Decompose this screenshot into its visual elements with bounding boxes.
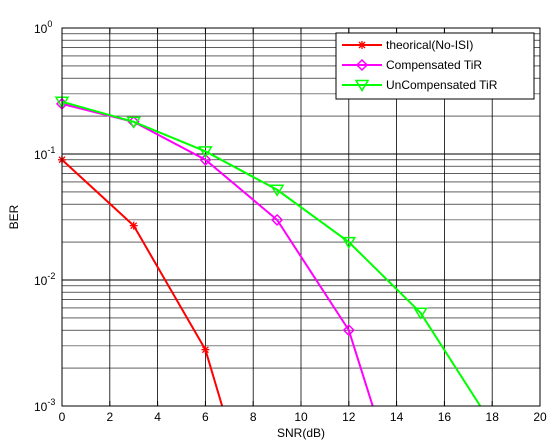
x-tick-label: 6 — [202, 410, 209, 424]
series-layer — [54, 96, 482, 407]
y-tick-label: 10-2 — [34, 271, 55, 288]
y-tick-label: 100 — [34, 19, 52, 36]
x-tick-label: 2 — [106, 410, 113, 424]
triangle-down-marker — [354, 79, 370, 92]
triangle-down-marker — [341, 236, 357, 250]
triangle-down-marker — [413, 307, 428, 320]
diamond-marker — [355, 58, 369, 72]
x-tick-label: 16 — [438, 410, 452, 424]
series-line — [61, 100, 482, 407]
x-tick-label: 18 — [486, 410, 500, 424]
x-tick-label: 20 — [533, 410, 547, 424]
triangle-down-marker — [198, 146, 213, 159]
legend-item: UnCompensated TiR — [342, 78, 498, 92]
series-triangle-down — [54, 96, 482, 407]
legend-label: theorical(No-ISI) — [386, 38, 473, 52]
x-tick-label: 14 — [390, 410, 404, 424]
triangle-down-marker — [269, 184, 285, 197]
x-tick-label: 4 — [154, 410, 161, 424]
diamond-marker — [271, 213, 284, 226]
x-tick-label: 10 — [294, 410, 308, 424]
legend-label: Compensated TiR — [386, 58, 482, 72]
legend-item: theorical(No-ISI) — [342, 38, 473, 52]
x-tick-label: 12 — [342, 410, 356, 424]
legend-item: Compensated TiR — [342, 58, 482, 72]
y-tick-label: 10-1 — [34, 145, 55, 162]
diamond-marker — [342, 324, 355, 337]
legend-label: UnCompensated TiR — [386, 78, 498, 92]
star-marker — [129, 221, 138, 230]
triangle-down-marker — [126, 116, 142, 129]
series-line — [61, 159, 224, 407]
x-axis-label: SNR(dB) — [277, 426, 325, 440]
diamond-marker — [199, 153, 212, 166]
axis-ticks: 0 2 4 6 8 10 12 14 16 18 20 10-3 10-2 10-1 100 — [34, 19, 547, 424]
x-tick-label: 0 — [59, 410, 66, 424]
legend: theorical(No-ISI) Compensated TiR UnCompen… — [335, 32, 535, 100]
y-axis-label: BER — [7, 204, 21, 229]
star-marker — [358, 41, 366, 49]
star-marker — [201, 345, 210, 354]
x-tick-label: 8 — [250, 410, 257, 424]
y-tick-label: 10-3 — [34, 397, 55, 414]
